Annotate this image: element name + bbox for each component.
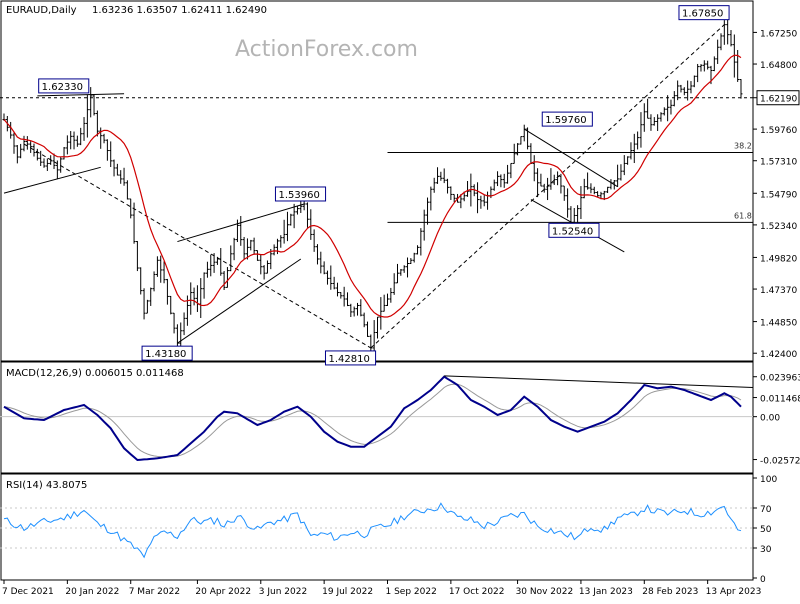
price-tick-label: 1.52340 — [760, 222, 797, 232]
trend-lines — [0, 24, 753, 349]
price-label-text: 1.62330 — [42, 82, 83, 93]
channel-line — [523, 128, 618, 188]
price-label: 1.67850 — [678, 5, 730, 21]
macd-title: MACD(12,26,9) 0.006015 0.011468 — [6, 368, 184, 379]
price-tick-label: 1.54790 — [760, 190, 797, 200]
price-bars — [2, 13, 743, 360]
x-tick-label: 7 Dec 2021 — [2, 587, 54, 597]
x-tick-label: 1 Sep 2022 — [386, 587, 437, 597]
x-tick-label: 20 Apr 2022 — [195, 587, 251, 597]
price-panel-title: EURAUD,Daily — [6, 5, 77, 16]
rsi-tick-label: 0 — [760, 575, 766, 585]
rsi-title: RSI(14) 43.8075 — [6, 480, 87, 491]
macd-y-axis: 0.023963 0.011468 0.00 -0.025726 — [753, 374, 800, 467]
rsi-guides — [0, 507, 753, 549]
macd-tick-label: -0.025726 — [760, 457, 800, 467]
price-label-box — [324, 350, 377, 366]
macd-tick-label: 0.00 — [760, 414, 780, 424]
fib-label: 61.8 — [734, 211, 752, 220]
x-tick-label: 30 Nov 2022 — [516, 587, 574, 597]
price-label: 1.52540 — [548, 222, 600, 238]
price-y-axis: 1.67250 1.64800 1.62190 1.59760 1.57310 1.547… — [753, 29, 800, 360]
price-label-text: 1.52540 — [552, 226, 593, 237]
price-labels: 1.62330 1.43180 1.53960 1.42810 1.59760 1.525… — [38, 5, 730, 366]
fib-labels: 38.2 61.8 — [734, 141, 752, 220]
price-label-text: 1.43180 — [145, 349, 186, 360]
x-tick-label: 3 Jun 2022 — [259, 587, 307, 597]
x-tick-label: 19 Jul 2022 — [322, 587, 373, 597]
x-tick-label: 7 Mar 2022 — [129, 587, 180, 597]
macd-signal-line — [3, 383, 742, 458]
x-tick-label: 13 Apr 2023 — [706, 587, 762, 597]
macd-tick-label: 0.011468 — [760, 395, 800, 405]
sma-line — [3, 54, 742, 318]
x-tick-label: 20 Jan 2022 — [65, 587, 119, 597]
price-tick-label: 1.44850 — [760, 319, 797, 329]
dashed-trend-line — [23, 143, 372, 349]
price-label-text: 1.59760 — [545, 115, 586, 126]
macd-tick-label: 0.023963 — [760, 374, 800, 384]
price-tick-label: 1.59760 — [760, 126, 797, 136]
price-label-text: 1.53960 — [278, 190, 319, 201]
price-label-text: 1.67850 — [682, 9, 723, 20]
price-panel-ohlc: 1.63236 1.63507 1.62411 1.62490 — [92, 5, 267, 16]
rsi-y-axis: 100 70 50 30 0 — [753, 475, 777, 585]
header-title-group: EURAUD,Daily 1.63236 1.63507 1.62411 1.6… — [6, 5, 267, 16]
rsi-tick-label: 50 — [760, 525, 772, 535]
macd-panel-frame — [0, 361, 754, 474]
current-price-box — [756, 90, 800, 106]
fib-label: 38.2 — [734, 141, 752, 150]
rsi-panel-frame — [0, 473, 754, 581]
rsi-tick-label: 30 — [760, 545, 772, 555]
rsi-tick-label: 100 — [760, 475, 777, 485]
price-label-box — [548, 222, 600, 238]
x-axis: 7 Dec 2021 20 Jan 2022 7 Mar 2022 20 Apr 20… — [2, 580, 761, 597]
price-tick-label: 1.57310 — [760, 158, 797, 168]
x-tick-label: 28 Feb 2023 — [642, 587, 698, 597]
x-tick-label: 17 Oct 2022 — [449, 587, 505, 597]
price-label-box — [141, 345, 193, 361]
price-label: 1.59760 — [541, 111, 593, 127]
price-label-box — [274, 186, 327, 202]
price-label-box — [38, 78, 90, 94]
resistance-line — [37, 93, 125, 97]
price-label: 1.43180 — [141, 345, 193, 361]
watermark: ActionForex.com — [235, 37, 418, 62]
price-label-box — [541, 111, 593, 127]
rsi-tick-label: 70 — [760, 505, 772, 515]
x-tick-label: 13 Jan 2023 — [579, 587, 633, 597]
price-tick-label: 1.42400 — [760, 350, 797, 360]
channel-line — [3, 166, 101, 194]
price-label: 1.42810 — [324, 350, 377, 366]
price-label: 1.62330 — [38, 78, 90, 94]
price-label-text: 1.42810 — [328, 354, 369, 365]
price-tick-label: 1.62190 — [760, 95, 797, 105]
price-tick-label: 1.64800 — [760, 61, 797, 71]
price-tick-label: 1.47370 — [760, 286, 797, 296]
price-panel-frame — [0, 0, 754, 362]
wedge-lower-line — [177, 258, 302, 344]
price-tick-label: 1.67250 — [760, 29, 797, 39]
macd-trend-line — [444, 375, 754, 388]
rsi-line — [3, 502, 742, 559]
price-tick-label: 1.49820 — [760, 254, 797, 264]
macd-line — [3, 375, 742, 462]
price-label: 1.53960 — [274, 186, 327, 202]
price-label-box — [678, 5, 730, 21]
